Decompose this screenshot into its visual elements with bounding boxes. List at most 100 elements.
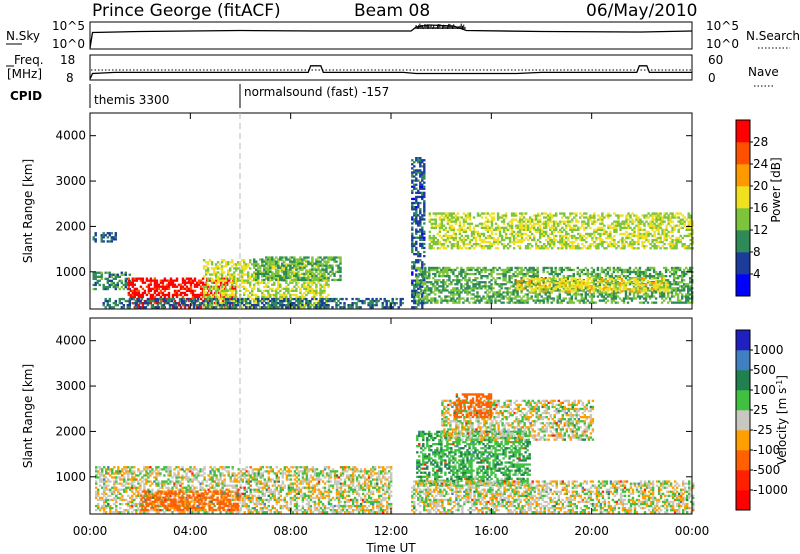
- powerCells-cell: [518, 224, 522, 227]
- powerCells-cell: [641, 243, 644, 246]
- powerCells-cell: [151, 297, 155, 301]
- powerCells-cell: [639, 228, 642, 231]
- powerCells-cell: [305, 278, 308, 282]
- powerCells-cell: [462, 243, 466, 246]
- powerCells-cell: [424, 270, 427, 274]
- powerCells-cell: [395, 302, 398, 305]
- powerCells-cell: [458, 291, 461, 294]
- powerCells-cell: [419, 287, 422, 290]
- powerCells-cell: [204, 271, 208, 274]
- powerCells-cell: [413, 208, 416, 211]
- powerCells-cell: [371, 306, 374, 309]
- powerCells-cell: [162, 297, 166, 301]
- powerCells-cell: [595, 220, 598, 223]
- powerCells-cell: [413, 261, 416, 264]
- powerCells-cell: [468, 285, 471, 288]
- powerCells-cell: [458, 247, 462, 250]
- powerCells-cell: [484, 212, 488, 215]
- powerCells-cell: [600, 291, 604, 294]
- powerCells-cell: [518, 247, 522, 250]
- powerCells-cell: [514, 281, 517, 284]
- powerCells-cell: [253, 299, 256, 303]
- powerCells-cell: [231, 259, 234, 262]
- powerCells-cell: [249, 261, 252, 264]
- powerCells-cell: [462, 270, 465, 274]
- powerCells-cell: [291, 293, 294, 297]
- powerCells-cell: [616, 268, 620, 272]
- powerCells-cell: [510, 240, 514, 244]
- powerCells-cell: [321, 264, 324, 267]
- powerCells-cell: [549, 214, 552, 217]
- powerCells-cell: [325, 304, 328, 307]
- powerCells-cell: [259, 299, 262, 303]
- powerCells-cell: [421, 230, 424, 233]
- powerCells-cell: [486, 295, 489, 298]
- powerCells-cell: [514, 291, 517, 294]
- powerCells-cell: [687, 232, 690, 236]
- powerCells-cell: [665, 238, 668, 242]
- powerCells-cell: [277, 279, 280, 282]
- powerCells-cell: [442, 243, 446, 246]
- powerCells-cell: [508, 287, 511, 290]
- powerCells-cell: [265, 289, 268, 292]
- powerCells-cell: [235, 281, 238, 284]
- powerCells-cell: [539, 230, 542, 233]
- powerCells-cell: [247, 279, 250, 282]
- powerCells-cell: [536, 270, 539, 274]
- powerCells-cell: [522, 228, 526, 231]
- powerCells-cell: [520, 238, 524, 242]
- powerCells-cell: [171, 281, 175, 284]
- powerCells-cell: [681, 214, 684, 217]
- powerCells-cell: [299, 289, 302, 292]
- powerCells-cell: [218, 302, 222, 305]
- powerCells-cell: [547, 243, 550, 246]
- powerCells-cell: [570, 297, 573, 300]
- powerCells-cell: [423, 185, 426, 188]
- powerCells-cell: [466, 287, 469, 290]
- powerCells-cell: [476, 234, 480, 238]
- powerCells-cell: [484, 285, 487, 288]
- powerCells-cell: [251, 304, 254, 307]
- powerCells-cell: [415, 246, 418, 250]
- powerCells-cell: [145, 285, 149, 288]
- powerCells-cell: [667, 216, 670, 219]
- powerCells-cell: [102, 285, 105, 289]
- powerCells-cell: [413, 295, 416, 299]
- powerCells-cell: [474, 240, 478, 244]
- powerCells-cell: [423, 250, 426, 254]
- powerCells-cell: [478, 301, 481, 304]
- powerCells-cell: [315, 265, 318, 268]
- powerCells-cell: [315, 291, 318, 295]
- powerCells-cell: [620, 268, 624, 272]
- powerCells-cell: [454, 218, 458, 221]
- powerCells-cell: [591, 216, 594, 219]
- powerCells-cell: [498, 226, 502, 229]
- powerCells-cell: [623, 222, 626, 225]
- powerCells-cell: [522, 301, 525, 304]
- powerCells-cell: [506, 293, 509, 296]
- powerCells-cell: [645, 230, 648, 233]
- powerCells-cell: [541, 245, 544, 248]
- powerCells-cell: [651, 245, 654, 248]
- powerCells-cell: [642, 301, 646, 304]
- powerCells-cell: [309, 281, 312, 284]
- powerCells-cell: [569, 228, 572, 231]
- powerCells-cell: [621, 222, 624, 225]
- powerCells-cell: [601, 232, 604, 236]
- powerCells-cell: [295, 276, 298, 280]
- powerCells-cell: [533, 218, 536, 221]
- powerCells-cell: [428, 275, 431, 278]
- powerCells-cell: [600, 270, 604, 274]
- powerCells-cell: [656, 277, 660, 280]
- powerCells-cell: [533, 238, 536, 242]
- powerCells-cell: [689, 222, 692, 225]
- powerCells-cell: [582, 301, 585, 304]
- powerCells-cell: [261, 278, 264, 282]
- powerCells-cell: [415, 236, 418, 239]
- powerCells-cell: [243, 287, 246, 290]
- powerCells-cell: [426, 270, 429, 274]
- powerCells-cell: [239, 279, 242, 282]
- powerCells-cell: [452, 245, 456, 248]
- powerCells-cell: [417, 275, 420, 278]
- powerCells-cell: [557, 230, 560, 233]
